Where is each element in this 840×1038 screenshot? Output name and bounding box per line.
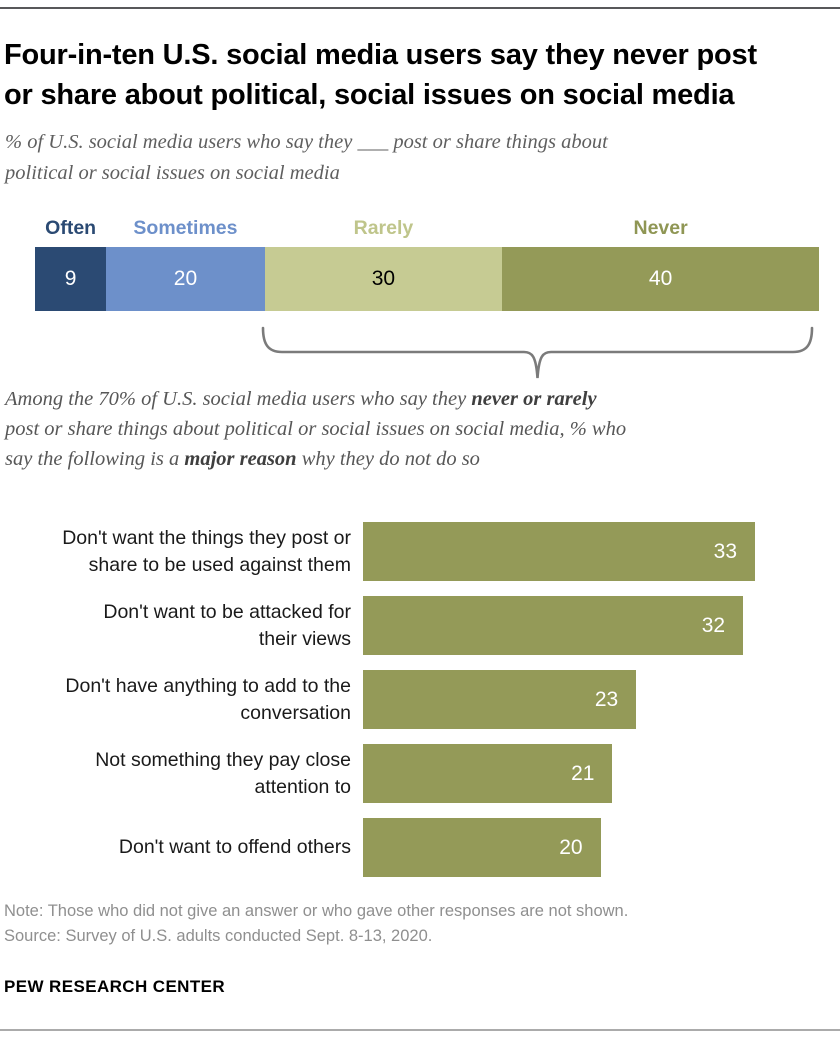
bar-value: 23 [594, 687, 619, 711]
source-text: Source: Survey of U.S. adults conducted … [4, 927, 433, 945]
bar: 20 [363, 818, 601, 877]
bar: 33 [363, 522, 755, 581]
top-divider [0, 7, 840, 9]
segment-label-sometimes: Sometimes [133, 217, 238, 239]
bar: 21 [363, 744, 613, 803]
bar-label: Don't have anything to add to the conver… [65, 674, 351, 724]
intro-line-1: Among the 70% of U.S. social media users… [5, 388, 597, 410]
segment-label-never: Never [633, 217, 688, 239]
bar-segment-never: 40 [502, 247, 819, 311]
bar-row: Not something they pay close attention t… [0, 744, 840, 803]
segment-value-often: 9 [64, 267, 77, 290]
segment-value-rarely: 30 [371, 267, 396, 290]
bar-value: 20 [559, 835, 583, 859]
bar-row: Don't want the things they post or share… [0, 522, 840, 581]
bar-label: Don't want to be attacked for their view… [103, 600, 351, 650]
bar: 23 [363, 670, 637, 729]
reasons-bar-chart: Don't want the things they post or share… [0, 522, 840, 877]
title-line-2: or share about political, social issues … [4, 79, 735, 111]
bar-segment-often: 9 [35, 247, 107, 311]
title-line-1: Four-in-ten U.S. social media users say … [4, 39, 757, 71]
stacked-bar: 9 20 30 40 [35, 247, 819, 311]
bar-label: Don't want the things they post or share… [62, 526, 351, 576]
chart-subtitle: % of U.S. social media users who say the… [5, 127, 836, 189]
brand-wordmark: PEW RESEARCH CENTER [4, 977, 226, 996]
bar-value: 32 [701, 613, 726, 637]
page-title: Four-in-ten U.S. social media users say … [4, 35, 836, 115]
footnote: Note: Those who did not give an answer o… [4, 899, 836, 949]
intro-line-2: post or share things about political or … [5, 418, 627, 440]
bar-row: Don't want to be attacked for their view… [0, 596, 840, 655]
bar-value: 21 [571, 761, 595, 785]
intro-text: Among the 70% of U.S. social media users… [5, 384, 836, 474]
bar-segment-sometimes: 20 [106, 247, 265, 311]
bar-label: Don't want to offend others [118, 836, 351, 858]
intro-line-3: say the following is a major reason why … [5, 448, 480, 470]
curly-brace-annotation [261, 326, 814, 379]
segment-value-never: 40 [648, 267, 673, 290]
bottom-divider [0, 1029, 840, 1031]
segment-label-rarely: Rarely [353, 217, 414, 239]
bar-label: Not something they pay close attention t… [95, 748, 351, 798]
stacked-bar-legend: Often Sometimes Rarely Never [35, 217, 819, 243]
bar-row: Don't have anything to add to the conver… [0, 670, 840, 729]
bar-row: Don't want to offend others 20 [0, 818, 840, 877]
segment-value-sometimes: 20 [173, 267, 198, 290]
bar-value: 33 [713, 539, 737, 563]
stacked-bar-chart: Often Sometimes Rarely Never 9 20 30 40 [35, 217, 819, 311]
segment-label-often: Often [45, 217, 97, 239]
subtitle-line-1: % of U.S. social media users who say the… [5, 131, 608, 153]
subtitle-line-2: political or social issues on social med… [5, 162, 340, 184]
note-text: Note: Those who did not give an answer o… [4, 902, 629, 920]
bar-segment-rarely: 30 [264, 247, 503, 311]
bar: 32 [363, 596, 744, 655]
